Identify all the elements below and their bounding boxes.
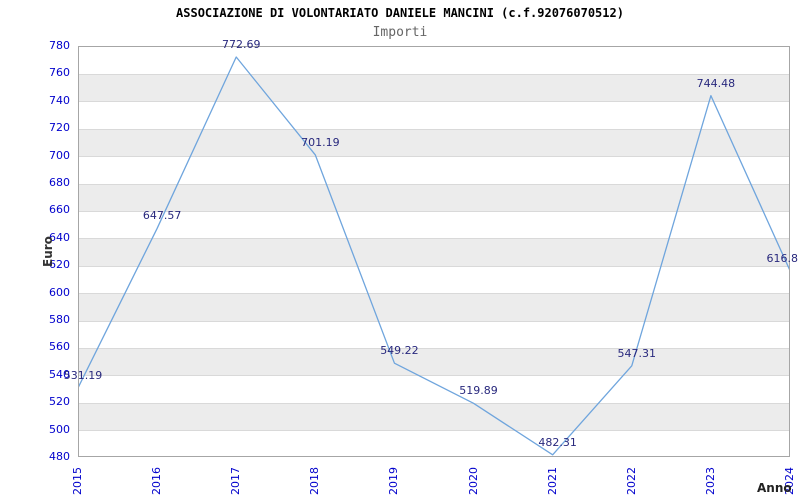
- y-tick-label: 780: [49, 39, 70, 52]
- background-band: [79, 129, 789, 158]
- x-tick-label: 2018: [308, 467, 322, 495]
- background-band: [79, 375, 789, 404]
- gridline: [79, 430, 789, 432]
- background-band: [79, 430, 789, 456]
- line-series: [79, 56, 789, 456]
- point-value-label: 531.19: [63, 368, 103, 382]
- y-tick-label: 740: [49, 93, 70, 107]
- point-value-label: 547.31: [617, 346, 657, 360]
- x-tick-label: 2019: [387, 467, 401, 495]
- background-band: [79, 321, 789, 349]
- background-band: [79, 293, 789, 322]
- x-tick-label: 2023: [703, 467, 717, 495]
- y-tick-label: 600: [49, 285, 70, 299]
- x-tick-label: 2017: [229, 467, 243, 495]
- y-tick-label: 680: [49, 176, 70, 189]
- point-value-label: 519.89: [459, 384, 498, 398]
- background-band: [79, 184, 789, 212]
- x-tick-label: 2016: [150, 467, 164, 495]
- point-value-label: 616.8: [766, 251, 799, 265]
- y-tick-label: 480: [49, 450, 70, 463]
- gridline: [79, 73, 789, 75]
- y-tick-label: 520: [49, 395, 70, 409]
- point-value-label: 482.31: [538, 435, 577, 449]
- y-tick-label: 700: [49, 148, 70, 162]
- gridline: [79, 293, 789, 295]
- y-tick-label: 540: [49, 367, 70, 381]
- gridline: [79, 347, 789, 349]
- point-value-label: 772.69: [221, 38, 261, 51]
- y-tick-label: 660: [49, 203, 70, 217]
- background-band: [79, 47, 789, 75]
- background-band: [79, 266, 789, 295]
- gridline: [79, 101, 789, 103]
- x-tick-label: 2015: [71, 467, 84, 495]
- gridline: [79, 320, 789, 322]
- background-band: [79, 156, 789, 185]
- background-band: [79, 403, 789, 432]
- x-tick-label: 2021: [545, 467, 559, 495]
- plot-area: [78, 46, 790, 457]
- point-value-label: 549.22: [380, 344, 419, 358]
- gridline: [79, 238, 789, 240]
- y-axis-title: Euro: [41, 236, 55, 267]
- point-value-label: 647.57: [142, 209, 182, 223]
- gridline: [79, 183, 789, 185]
- y-tick-label: 500: [49, 422, 70, 436]
- y-tick-label: 760: [49, 66, 70, 80]
- chart-subtitle: Importi: [372, 25, 428, 40]
- x-tick-label: 2022: [624, 467, 638, 495]
- y-tick-label: 560: [49, 340, 70, 354]
- gridline: [79, 156, 789, 158]
- gridline: [79, 128, 789, 130]
- chart-title: ASSOCIAZIONE DI VOLONTARIATO DANIELE MAN…: [176, 6, 624, 20]
- point-value-label: 701.19: [301, 135, 340, 149]
- background-band: [79, 348, 789, 377]
- x-axis-title: Anno: [757, 481, 792, 495]
- background-band: [79, 101, 789, 130]
- y-tick-label: 720: [49, 121, 70, 135]
- y-tick-label: 580: [49, 313, 70, 326]
- series-polyline: [79, 56, 789, 456]
- background-band: [79, 74, 789, 103]
- background-band: [79, 238, 789, 267]
- x-tick-label: 2020: [466, 467, 480, 495]
- y-tick-label: 640: [49, 230, 70, 244]
- gridline: [79, 210, 789, 212]
- gridline: [79, 375, 789, 377]
- gridline: [79, 402, 789, 404]
- gridline: [79, 265, 789, 267]
- point-value-label: 744.48: [696, 76, 736, 90]
- y-tick-label: 620: [49, 258, 70, 272]
